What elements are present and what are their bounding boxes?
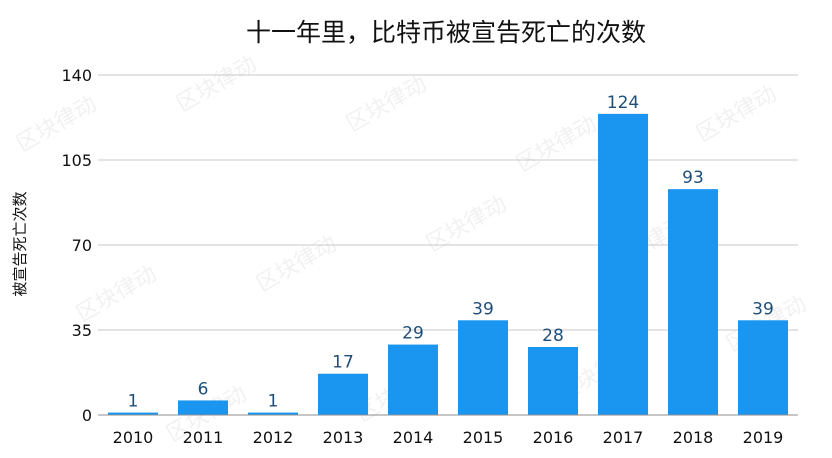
watermark-text: 区块律动 bbox=[12, 92, 101, 158]
data-label-2010: 1 bbox=[128, 392, 139, 412]
data-label-2019: 39 bbox=[752, 299, 774, 319]
y-tick-label: 70 bbox=[72, 236, 92, 255]
watermark-text: 区块律动 bbox=[692, 82, 781, 148]
bar-2013 bbox=[318, 373, 368, 415]
bar-2011 bbox=[178, 400, 228, 415]
x-tick-label: 2010 bbox=[113, 428, 154, 447]
y-tick-label: 140 bbox=[61, 66, 92, 85]
bar-2014 bbox=[388, 344, 438, 415]
watermark-text: 区块律动 bbox=[252, 232, 341, 298]
data-label-2014: 29 bbox=[402, 324, 424, 344]
y-axis-label: 被宣告死亡次数 bbox=[11, 191, 29, 296]
x-tick-label: 2014 bbox=[393, 428, 434, 447]
bar-2017 bbox=[598, 113, 648, 415]
data-label-2013: 17 bbox=[332, 353, 354, 373]
x-tick-label: 2011 bbox=[183, 428, 224, 447]
y-tick-label: 35 bbox=[72, 321, 92, 340]
x-tick-label: 2017 bbox=[603, 428, 644, 447]
y-tick-label: 0 bbox=[82, 406, 92, 425]
bar-2018 bbox=[668, 189, 718, 415]
bar-2012 bbox=[248, 412, 298, 415]
x-tick-label: 2012 bbox=[253, 428, 294, 447]
bar-2015 bbox=[458, 320, 508, 415]
data-label-2018: 93 bbox=[682, 168, 704, 188]
watermark-text: 区块律动 bbox=[422, 192, 511, 258]
x-tick-label: 2013 bbox=[323, 428, 364, 447]
y-tick-label: 105 bbox=[61, 151, 92, 170]
bar-2019 bbox=[738, 320, 788, 415]
watermark-text: 区块律动 bbox=[72, 262, 161, 328]
data-label-2011: 6 bbox=[198, 379, 209, 399]
watermark-text: 区块律动 bbox=[342, 72, 431, 138]
data-label-2017: 124 bbox=[607, 93, 639, 113]
x-tick-label: 2018 bbox=[673, 428, 714, 447]
watermark-text: 区块律动 bbox=[172, 52, 261, 118]
data-labels: 1 6 1 17 29 39 28 124 93 39 bbox=[128, 93, 774, 412]
bar-2010 bbox=[108, 412, 158, 415]
x-tick-label: 2015 bbox=[463, 428, 504, 447]
data-label-2015: 39 bbox=[472, 299, 494, 319]
bar-2016 bbox=[528, 347, 578, 415]
y-axis-ticks: 0 35 70 105 140 bbox=[61, 66, 92, 425]
data-label-2016: 28 bbox=[542, 326, 564, 346]
x-axis-ticks: 2010 2011 2012 2013 2014 2015 2016 2017 2018 2019 bbox=[113, 428, 784, 447]
chart-title: 十一年里，比特币被宣告死亡的次数 bbox=[246, 18, 646, 47]
x-tick-label: 2019 bbox=[743, 428, 784, 447]
watermark-text: 区块律动 bbox=[512, 112, 601, 178]
x-tick-label: 2016 bbox=[533, 428, 574, 447]
bars bbox=[108, 113, 788, 415]
data-label-2012: 1 bbox=[268, 392, 279, 412]
